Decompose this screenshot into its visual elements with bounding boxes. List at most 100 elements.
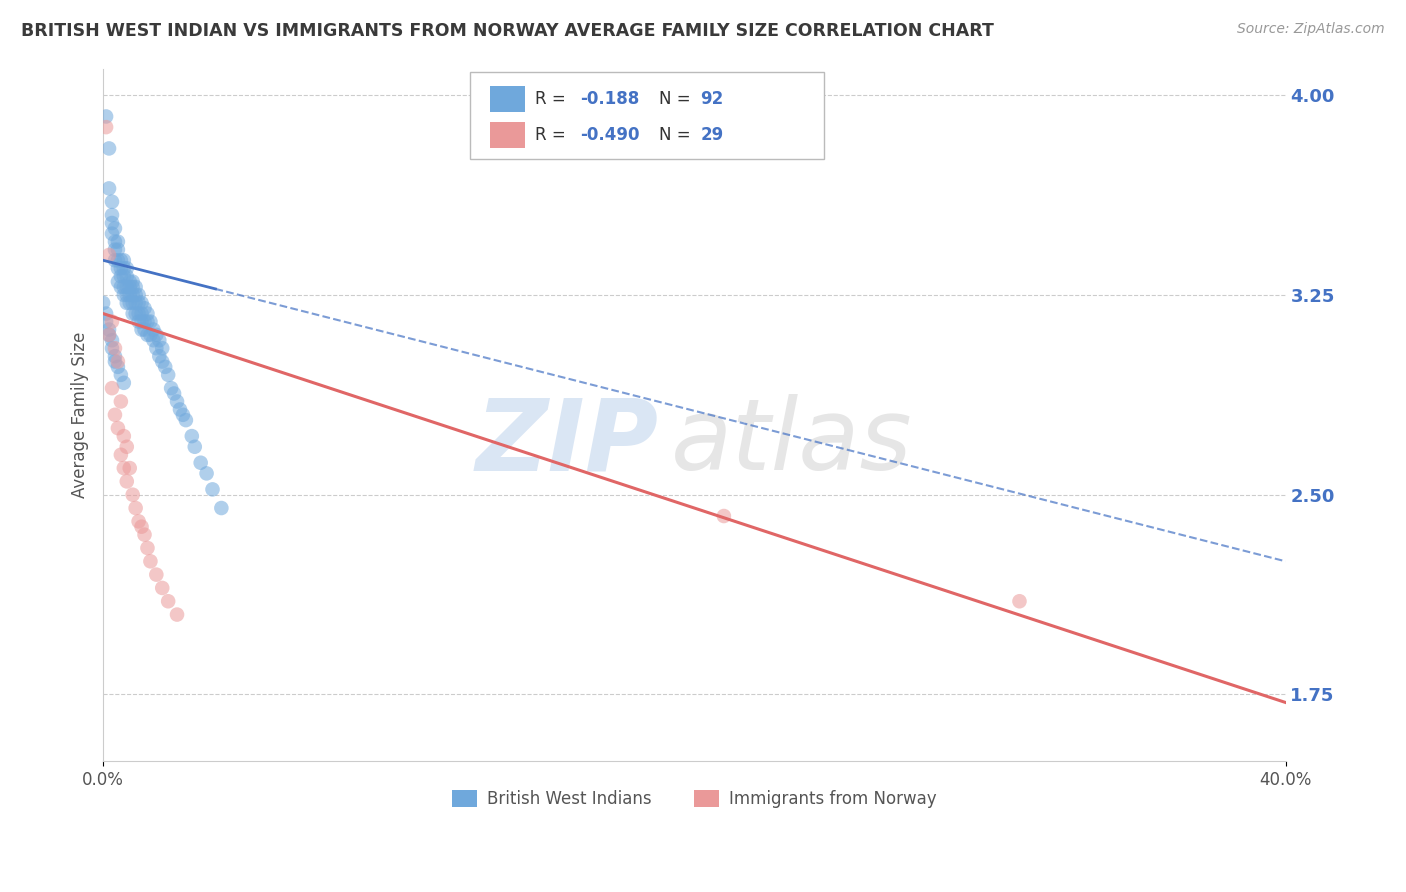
Point [142, 333, 165, 347]
Point [157, 368, 180, 382]
Point [107, 275, 129, 289]
Text: N =: N = [659, 126, 696, 145]
Point [115, 475, 138, 489]
Point [131, 519, 153, 533]
Point [124, 280, 146, 294]
Point [160, 381, 183, 395]
Point [112, 253, 135, 268]
Point [115, 261, 138, 276]
Point [131, 322, 153, 336]
Point [172, 408, 194, 422]
Point [150, 341, 173, 355]
Point [94, 110, 117, 124]
Point [134, 301, 156, 316]
Text: -0.188: -0.188 [579, 90, 638, 108]
Point [136, 541, 159, 555]
Point [118, 275, 141, 289]
Point [110, 448, 132, 462]
Point [101, 208, 124, 222]
Point [94, 120, 117, 135]
Point [118, 288, 141, 302]
Point [110, 269, 132, 284]
Point [101, 341, 124, 355]
Point [128, 296, 150, 310]
Point [136, 327, 159, 342]
Point [118, 296, 141, 310]
Text: atlas: atlas [671, 394, 912, 491]
Point [128, 315, 150, 329]
Point [107, 235, 129, 249]
Point [134, 527, 156, 541]
Point [91, 296, 114, 310]
Point [166, 394, 188, 409]
Point [121, 488, 143, 502]
Point [145, 567, 167, 582]
Point [112, 461, 135, 475]
Point [166, 607, 188, 622]
Point [201, 483, 224, 497]
Point [98, 248, 121, 262]
Point [124, 288, 146, 302]
Point [713, 508, 735, 523]
Point [110, 368, 132, 382]
Point [115, 288, 138, 302]
Point [112, 280, 135, 294]
Legend: British West Indians, Immigrants from Norway: British West Indians, Immigrants from No… [446, 783, 943, 815]
Point [112, 261, 135, 276]
Point [124, 501, 146, 516]
Point [104, 349, 127, 363]
Point [150, 581, 173, 595]
Text: BRITISH WEST INDIAN VS IMMIGRANTS FROM NORWAY AVERAGE FAMILY SIZE CORRELATION CH: BRITISH WEST INDIAN VS IMMIGRANTS FROM N… [21, 22, 994, 40]
Point [163, 386, 186, 401]
Point [169, 402, 191, 417]
Point [131, 315, 153, 329]
Bar [489, 87, 526, 112]
Point [104, 243, 127, 257]
Point [104, 235, 127, 249]
Point [139, 315, 162, 329]
Point [101, 333, 124, 347]
Point [121, 296, 143, 310]
Point [112, 376, 135, 390]
Point [118, 461, 141, 475]
Point [1008, 594, 1031, 608]
Text: -0.490: -0.490 [579, 126, 640, 145]
Point [134, 315, 156, 329]
Point [112, 288, 135, 302]
Point [180, 429, 202, 443]
Text: R =: R = [534, 90, 571, 108]
Point [128, 288, 150, 302]
Point [139, 327, 162, 342]
Point [107, 243, 129, 257]
Point [121, 275, 143, 289]
Point [118, 280, 141, 294]
Y-axis label: Average Family Size: Average Family Size [72, 332, 89, 498]
Point [131, 307, 153, 321]
Point [209, 501, 232, 516]
Point [153, 359, 176, 374]
Point [195, 467, 218, 481]
Point [101, 227, 124, 241]
Point [142, 322, 165, 336]
Point [98, 141, 121, 155]
Point [107, 359, 129, 374]
Bar [489, 122, 526, 148]
Point [145, 341, 167, 355]
Point [110, 261, 132, 276]
Point [110, 394, 132, 409]
Point [112, 269, 135, 284]
Point [124, 307, 146, 321]
Point [101, 315, 124, 329]
Point [115, 280, 138, 294]
Point [115, 296, 138, 310]
Point [136, 315, 159, 329]
Point [174, 413, 197, 427]
Point [104, 341, 127, 355]
Point [121, 288, 143, 302]
Point [98, 327, 121, 342]
Point [124, 296, 146, 310]
Point [104, 408, 127, 422]
Text: N =: N = [659, 90, 696, 108]
Point [121, 307, 143, 321]
Point [134, 322, 156, 336]
